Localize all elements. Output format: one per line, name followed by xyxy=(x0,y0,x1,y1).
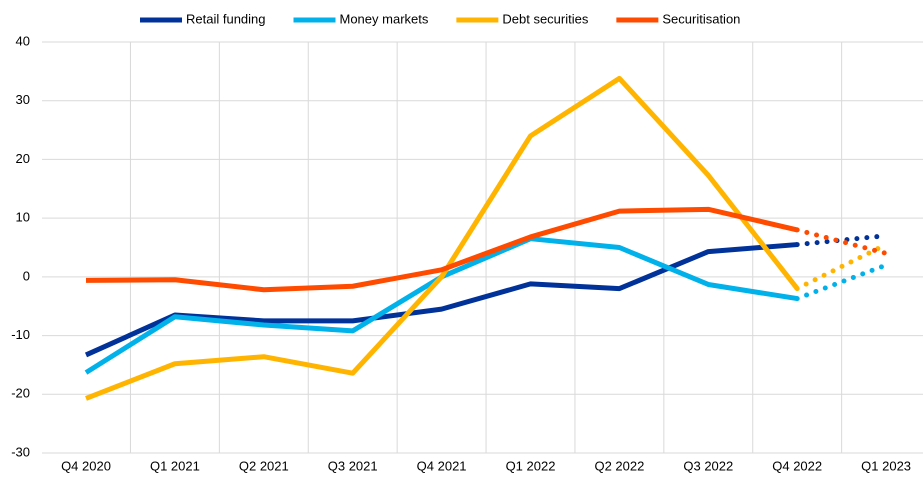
y-tick-label: -20 xyxy=(11,386,30,401)
series-line xyxy=(84,242,798,358)
x-tick-label: Q4 2020 xyxy=(61,458,111,473)
series-line xyxy=(85,75,800,401)
x-tick-label: Q1 2023 xyxy=(861,458,911,473)
legend-label: Retail funding xyxy=(186,11,266,26)
y-tick-label: 10 xyxy=(16,210,30,225)
y-tick-label: 40 xyxy=(16,33,30,48)
y-tick-label: 30 xyxy=(16,92,30,107)
y-tick-label: -10 xyxy=(11,327,30,342)
x-tick-label: Q4 2022 xyxy=(772,458,822,473)
projected-line xyxy=(794,262,889,302)
x-tick-label: Q3 2021 xyxy=(328,458,378,473)
x-tick-label: Q2 2022 xyxy=(594,458,644,473)
y-tick-label: 0 xyxy=(23,268,30,283)
y-tick-label: -30 xyxy=(11,444,30,459)
legend-label: Money markets xyxy=(340,11,429,26)
x-tick-label: Q2 2021 xyxy=(239,458,289,473)
series-line xyxy=(85,206,798,293)
projected-line xyxy=(794,242,889,292)
x-tick-label: Q1 2021 xyxy=(150,458,200,473)
legend-label: Securitisation xyxy=(662,11,740,26)
x-tick-label: Q1 2022 xyxy=(506,458,556,473)
x-tick-label: Q4 2021 xyxy=(417,458,467,473)
legend-label: Debt securities xyxy=(502,11,588,26)
x-tick-label: Q3 2022 xyxy=(683,458,733,473)
y-tick-label: 20 xyxy=(16,151,30,166)
